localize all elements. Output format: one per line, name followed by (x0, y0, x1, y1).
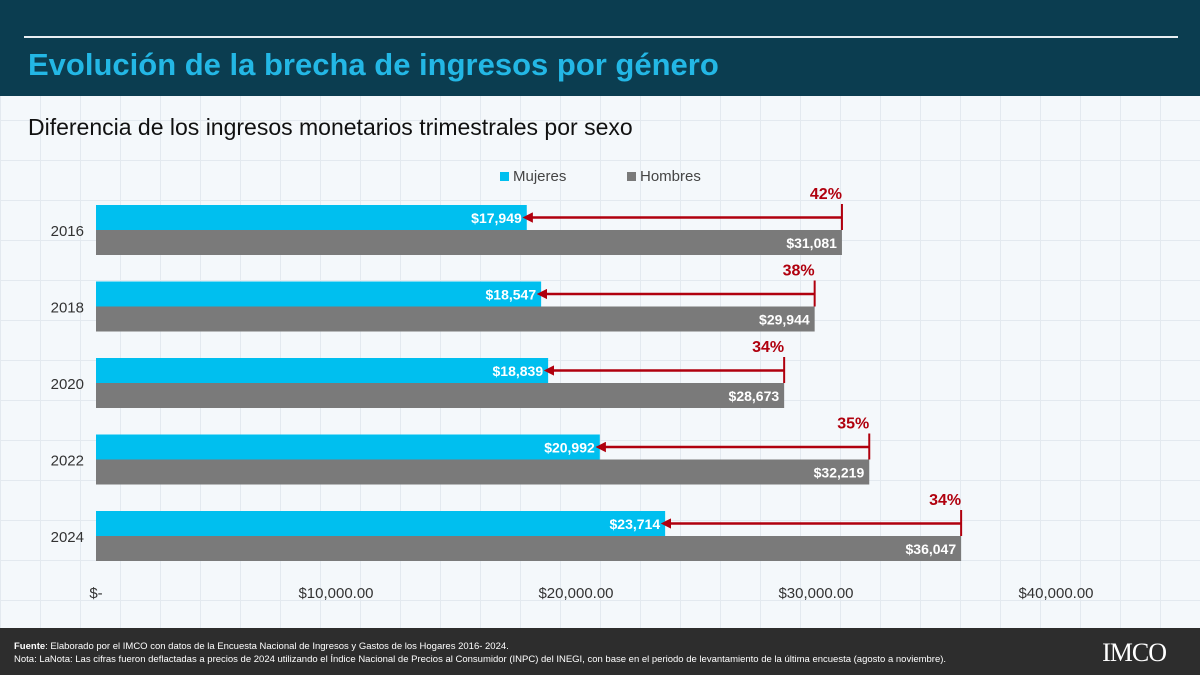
chart-subtitle: Diferencia de los ingresos monetarios tr… (28, 114, 633, 140)
bar-label-mujeres: $20,992 (544, 440, 595, 456)
bar-label-hombres: $32,219 (814, 465, 865, 481)
year-label: 2024 (51, 529, 84, 546)
year-label: 2016 (51, 223, 84, 240)
gap-percentage: 35% (837, 416, 869, 433)
bar-mujeres (96, 434, 600, 460)
source-line: Fuente: Elaborado por el IMCO con datos … (14, 641, 509, 652)
bar-label-hombres: $28,673 (729, 388, 780, 404)
gap-percentage: 38% (783, 263, 815, 280)
source-label: Fuente (14, 641, 46, 652)
bar-hombres (96, 459, 870, 485)
x-tick-label: $- (89, 585, 102, 602)
header-bar: Evolución de la brecha de ingresos por g… (0, 0, 1200, 96)
gap-percentage: 34% (929, 492, 961, 509)
source-text: : Elaborado por el IMCO con datos de la … (45, 641, 509, 652)
bar-mujeres (96, 511, 666, 536)
bar-label-mujeres: $18,547 (486, 287, 537, 303)
bar-label-mujeres: $23,714 (610, 516, 661, 532)
legend-swatch-hombres (627, 172, 636, 181)
note-line: Nota: LaNota: Las cifras fueron deflacta… (14, 654, 947, 665)
page-title: Evolución de la brecha de ingresos por g… (28, 47, 719, 82)
x-tick-label: $10,000.00 (298, 585, 373, 602)
bar-label-mujeres: $18,839 (493, 363, 544, 379)
x-tick-label: $30,000.00 (778, 585, 853, 602)
bar-mujeres (96, 358, 549, 383)
bar-mujeres (96, 281, 542, 307)
gap-percentage: 42% (810, 186, 842, 203)
bar-hombres (96, 383, 785, 408)
year-label: 2022 (51, 453, 84, 470)
x-tick-label: $20,000.00 (538, 585, 613, 602)
bar-label-hombres: $36,047 (906, 541, 957, 557)
x-tick-label: $40,000.00 (1018, 585, 1093, 602)
bar-label-mujeres: $17,949 (471, 210, 522, 226)
bar-mujeres (96, 205, 527, 230)
legend-swatch-mujeres (500, 172, 509, 181)
footer: Fuente: Elaborado por el IMCO con datos … (0, 628, 1200, 675)
bar-label-hombres: $31,081 (786, 235, 837, 251)
bar-chart: Mujeres Hombres 2016 $17,949 $31,081 42% 2018 $… (51, 168, 1094, 602)
gap-percentage: 34% (752, 339, 784, 356)
bar-hombres (96, 230, 842, 255)
header-divider (24, 36, 1178, 38)
legend-label-hombres: Hombres (640, 168, 701, 185)
bar-hombres (96, 306, 815, 332)
imco-logo: IMCO (1102, 638, 1167, 667)
legend-label-mujeres: Mujeres (513, 168, 566, 185)
bar-label-hombres: $29,944 (759, 312, 810, 328)
year-label: 2018 (51, 300, 84, 317)
year-label: 2020 (51, 376, 84, 393)
bar-hombres (96, 536, 962, 561)
